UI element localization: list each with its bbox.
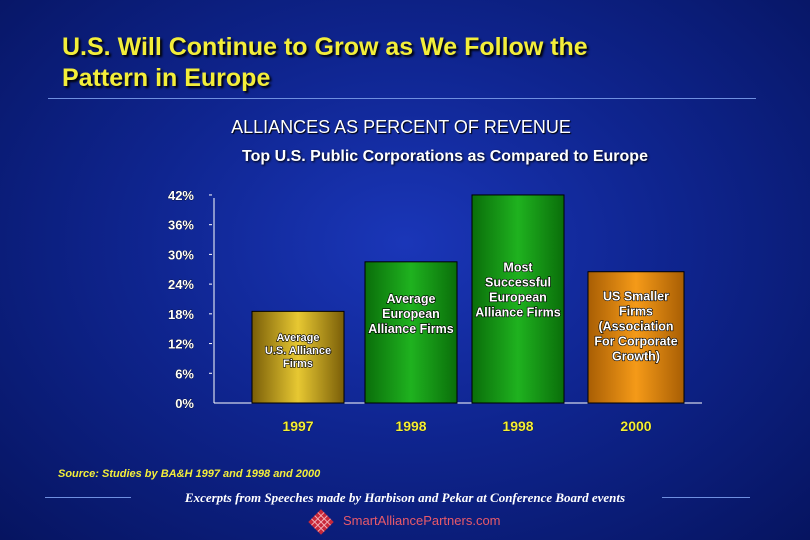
y-tick-label: 24% [168,277,194,292]
y-tick-label: 42% [168,188,194,203]
bar-label: European [382,307,440,321]
bar-label: Alliance Firms [368,322,453,336]
chart-title-text: ALLIANCES AS PERCENT OF REVENUE [231,117,571,137]
x-category-label: 1998 [395,418,426,434]
y-tick-label: 18% [168,307,194,322]
bar-2 [364,261,458,404]
bar-label: Firms [283,358,313,370]
chart-axes: 0% 6% 12% 18% 24% 30% 36% 42% [168,188,702,411]
y-tick-label: 36% [168,218,194,233]
y-tick-label: 6% [175,366,194,381]
footer-rule-right [662,497,750,498]
y-tick-label: 12% [168,337,194,352]
smart-alliance-logo-icon [308,509,334,535]
chart-subtitle-text: Top U.S. Public Corporations as Compared… [242,148,648,165]
chart-subtitle: Top U.S. Public Corporations as Compared… [0,148,810,166]
footer-rule-left [45,497,131,498]
x-category-label: 1997 [282,418,313,434]
bar-label: Alliance Firms [475,306,560,320]
y-tick-label: 0% [175,396,194,411]
bar-3 [471,194,565,404]
bar-label: Growth) [612,350,660,364]
bar-label: (Association [598,320,673,334]
bar-label: U.S. Alliance [265,345,331,357]
x-category-label: 2000 [620,418,651,434]
source-note: Source: Studies by BA&H 1997 and 1998 an… [58,468,321,480]
footer-caption-text: Excerpts from Speeches made by Harbison … [184,490,626,505]
bar-label: Successful [485,276,551,290]
bar-label: Average [387,292,436,306]
bar-label: US Smaller [603,290,669,304]
footer-caption: Excerpts from Speeches made by Harbison … [0,490,810,506]
bar-label: European [489,291,547,305]
slide-title: U.S. Will Continue to Grow as We Follow … [62,32,782,94]
y-tick-label: 30% [168,247,194,262]
x-category-label: 1998 [502,418,533,434]
slide-title-line-1: U.S. Will Continue to Grow as We Follow … [62,33,588,61]
bar-4 [587,271,685,404]
bar-label: Average [276,332,319,344]
site-link[interactable]: SmartAlliancePartners.com [343,513,501,528]
bar-label: Firms [619,305,653,319]
bar-1 [251,310,345,404]
chart-title: ALLIANCES AS PERCENT OF REVENUE [0,117,810,138]
slide-title-line-2: Pattern in Europe [62,64,271,92]
bar-label: Most [503,261,533,275]
bar-label: For Corporate [594,335,677,349]
title-divider [48,98,756,99]
